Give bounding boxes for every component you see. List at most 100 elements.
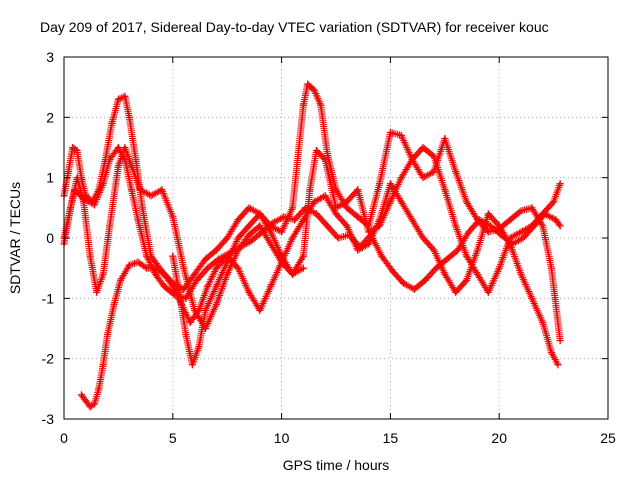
data-point — [134, 216, 142, 224]
x-tick-label: 25 — [600, 430, 616, 446]
data-point — [267, 228, 275, 236]
data-point — [121, 144, 129, 151]
data-point — [256, 222, 264, 230]
data-point — [195, 343, 203, 351]
data-point — [554, 361, 562, 369]
data-point — [539, 222, 547, 230]
data-point — [245, 231, 253, 239]
data-point — [421, 276, 429, 284]
data-point — [528, 222, 536, 230]
data-point — [93, 288, 101, 296]
data-point — [323, 222, 331, 230]
data-point — [408, 216, 416, 224]
data-point — [80, 198, 88, 206]
data-point — [267, 282, 275, 290]
data-point — [73, 174, 81, 182]
data-point — [212, 300, 220, 308]
data-point — [430, 246, 438, 254]
data-point — [234, 264, 242, 272]
data-point — [288, 204, 296, 212]
data-point — [160, 282, 168, 290]
data-point — [69, 144, 77, 151]
y-tick-label: -1 — [42, 290, 55, 306]
y-tick-label: 3 — [46, 49, 54, 65]
data-point — [517, 270, 525, 278]
data-point — [182, 331, 190, 339]
data-point — [495, 222, 503, 230]
data-point — [201, 255, 209, 263]
data-point — [484, 228, 492, 236]
data-point — [354, 246, 362, 254]
data-point — [188, 361, 196, 369]
data-point — [245, 222, 253, 230]
data-point — [506, 216, 514, 224]
data-point — [299, 252, 307, 260]
data-point — [214, 255, 222, 263]
data-point — [132, 156, 140, 164]
data-point — [452, 168, 460, 176]
data-point — [550, 198, 558, 206]
data-point — [86, 403, 94, 411]
data-point — [343, 204, 351, 212]
data-point — [547, 264, 555, 272]
data-point — [519, 234, 527, 242]
data-point — [419, 174, 427, 182]
data-point — [299, 264, 307, 272]
data-point — [114, 162, 122, 170]
x-tick-label: 10 — [274, 430, 290, 446]
data-point — [125, 113, 133, 121]
data-point — [151, 264, 159, 272]
data-point — [95, 385, 103, 393]
data-point — [127, 186, 135, 194]
data-point — [121, 156, 129, 164]
y-tick-label: 0 — [46, 230, 54, 246]
y-axis-label: SDTVAR / TECUs — [7, 182, 23, 294]
data-point — [312, 147, 320, 155]
data-point — [317, 101, 325, 109]
data-point — [465, 228, 473, 236]
data-point — [151, 270, 159, 278]
data-point — [386, 128, 394, 136]
data-point — [408, 156, 416, 164]
data-point — [441, 270, 449, 278]
data-point — [312, 210, 320, 218]
data-point — [484, 210, 492, 218]
data-point — [278, 228, 286, 236]
x-tick-label: 20 — [491, 430, 507, 446]
data-point — [430, 153, 438, 161]
data-point — [310, 86, 318, 94]
data-point — [193, 276, 201, 284]
data-point — [528, 294, 536, 302]
data-point — [90, 400, 98, 408]
data-point — [291, 216, 299, 224]
data-point — [134, 258, 142, 266]
data-point — [256, 210, 264, 218]
data-point — [323, 150, 331, 158]
data-point — [556, 337, 564, 345]
data-point — [443, 255, 451, 263]
data-point — [495, 264, 503, 272]
data-point — [386, 180, 394, 188]
data-point — [397, 198, 405, 206]
data-point — [539, 210, 547, 218]
data-point — [386, 198, 394, 206]
data-point — [191, 270, 199, 278]
data-point — [473, 270, 481, 278]
x-tick-label: 5 — [169, 430, 177, 446]
data-point — [147, 252, 155, 260]
y-tick-label: 2 — [46, 109, 54, 125]
data-point — [343, 222, 351, 230]
data-point — [86, 252, 94, 260]
data-point — [389, 267, 397, 275]
data-point — [67, 204, 75, 212]
data-point — [201, 306, 209, 314]
data-point — [463, 198, 471, 206]
data-point — [441, 186, 449, 194]
axis-ticks — [63, 56, 609, 420]
data-point — [121, 92, 129, 100]
data-point — [334, 234, 342, 242]
data-point — [288, 270, 296, 278]
data-point — [212, 282, 220, 290]
data-point — [376, 216, 384, 224]
y-tick-label: -3 — [42, 411, 55, 427]
